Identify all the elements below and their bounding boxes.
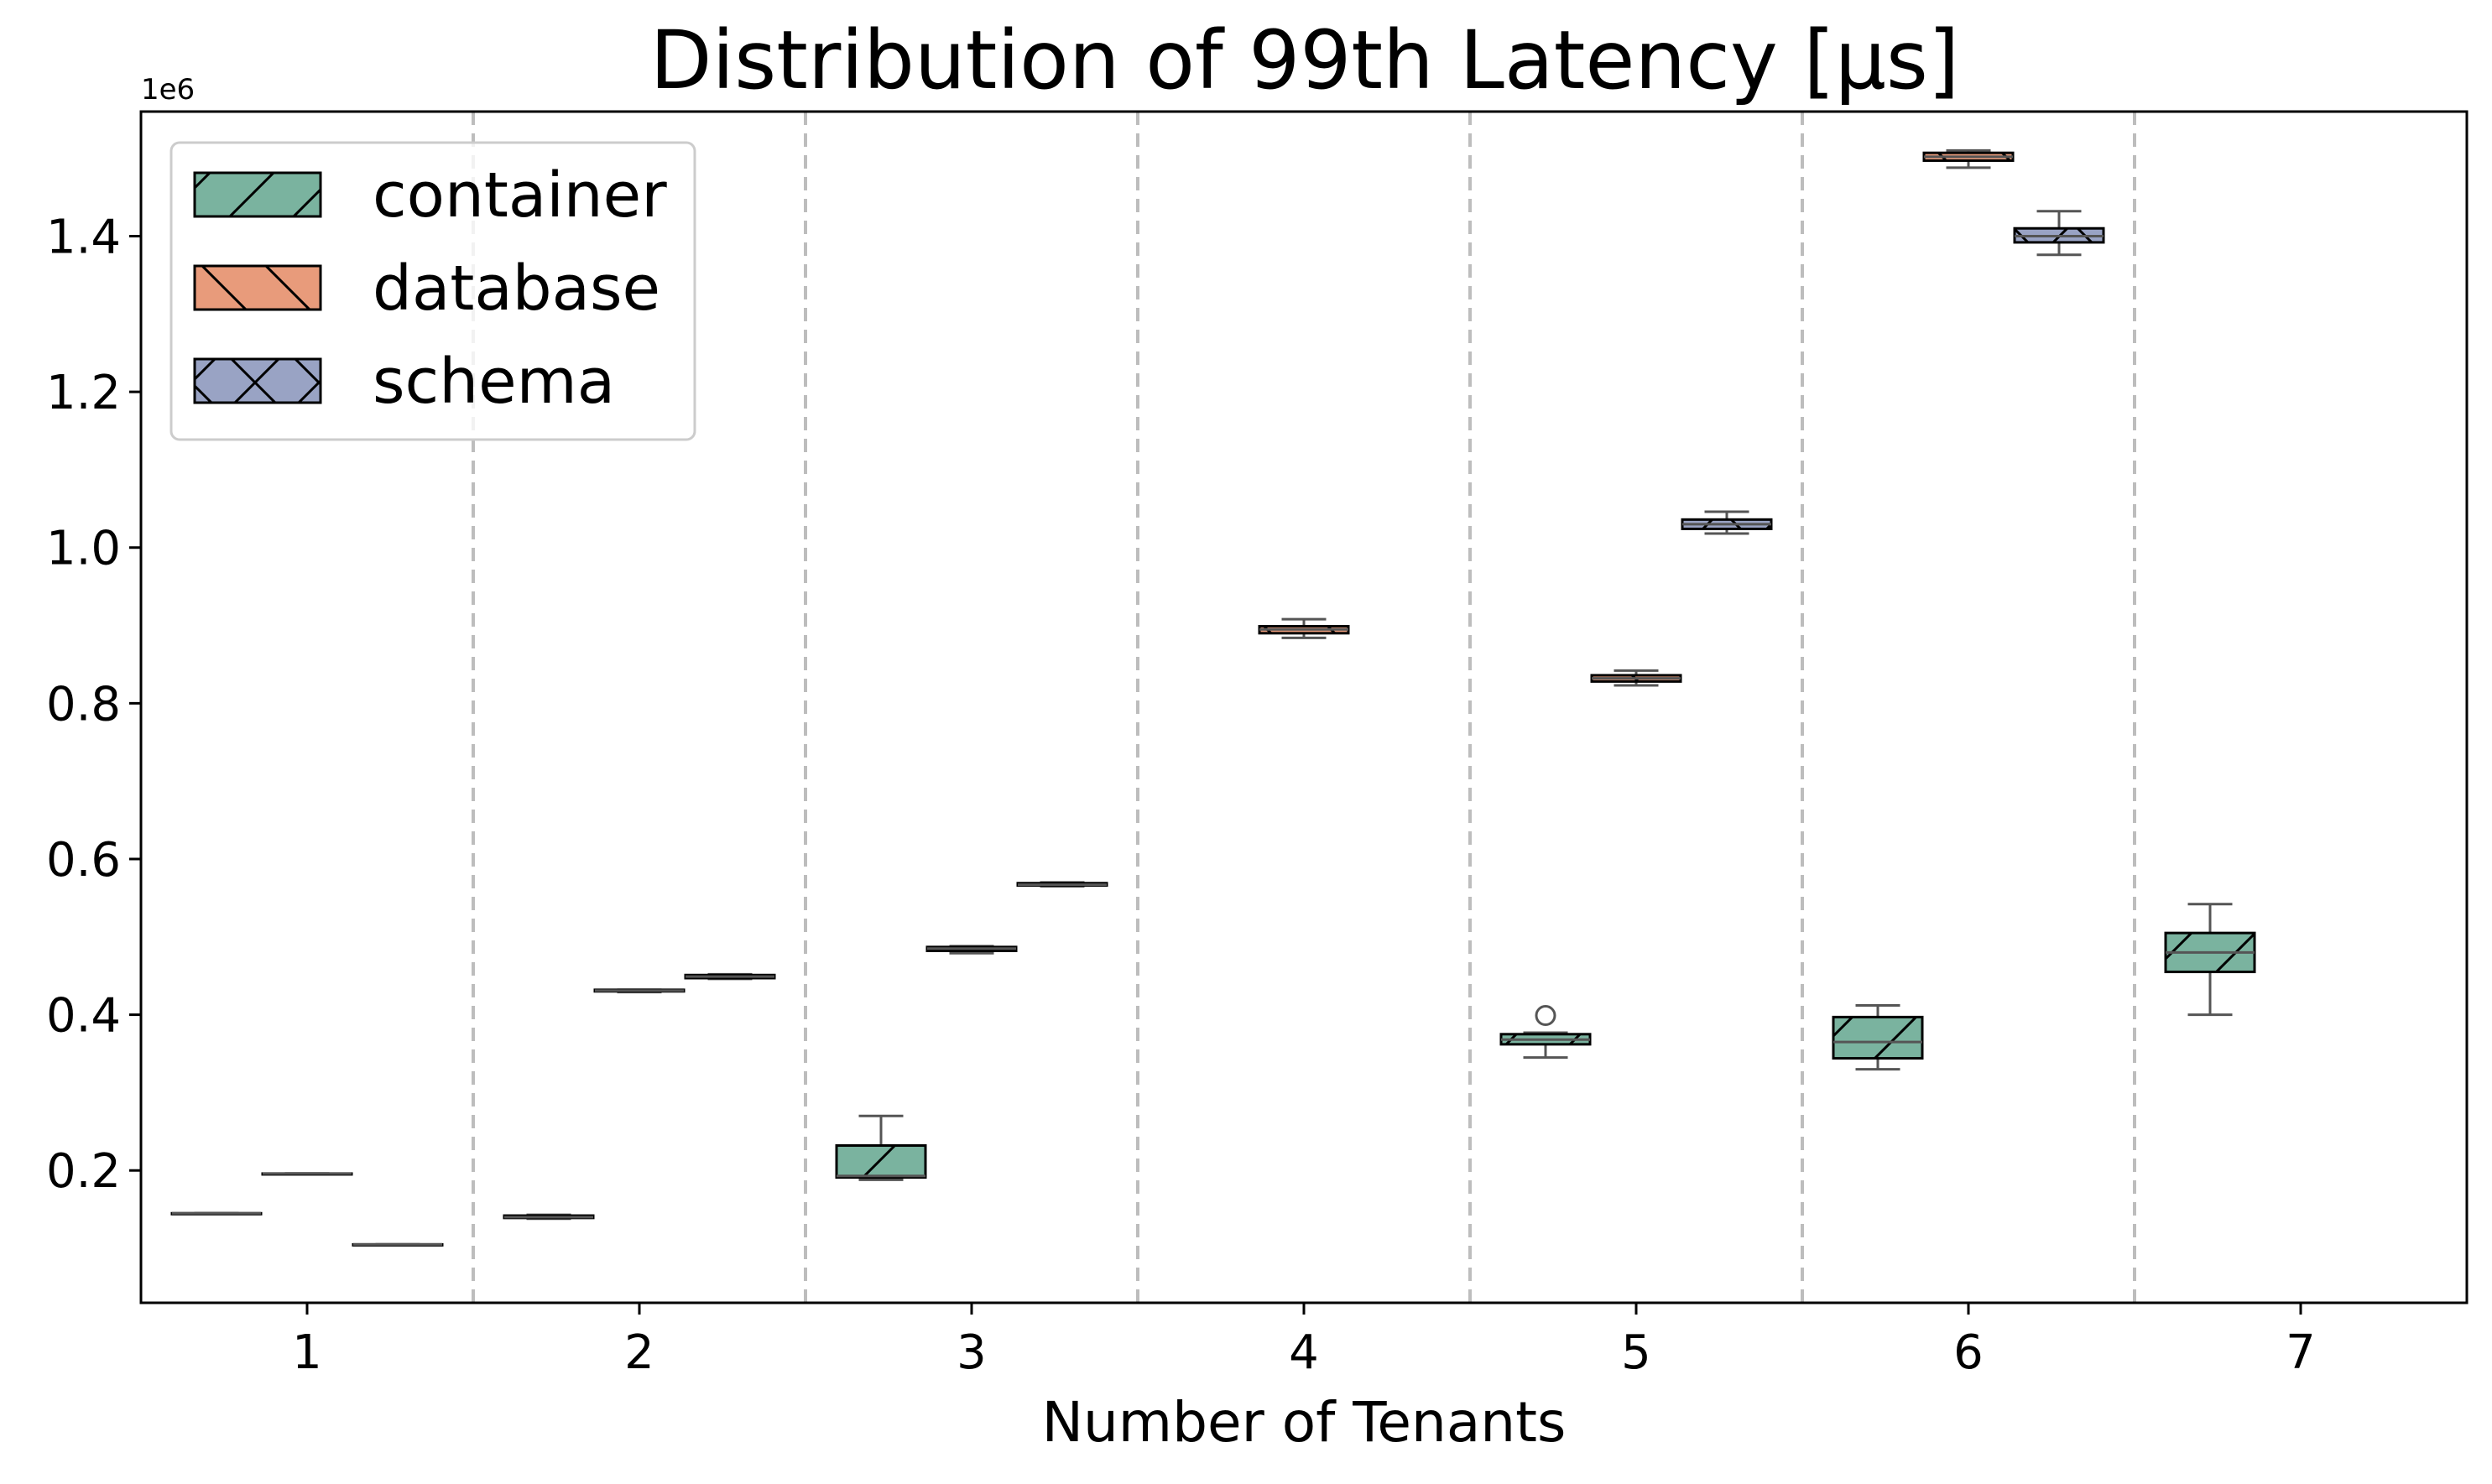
box-container-5 <box>1499 1005 1592 1060</box>
y-tick-label: 0.2 <box>46 1144 121 1199</box>
y-tick-label: 1.2 <box>46 366 121 420</box>
box-database-6 <box>1922 148 2015 169</box>
y-tick-label: 0.8 <box>46 677 121 732</box>
box-container-2 <box>503 1213 595 1221</box>
y-offset-label: 1e6 <box>141 73 195 107</box>
x-tick-label: 1 <box>292 1325 322 1380</box>
box-database-4 <box>1258 617 1350 639</box>
box-schema-6 <box>2013 210 2105 257</box>
x-tick-label: 6 <box>1953 1325 1984 1380</box>
legend-label: schema <box>373 346 615 418</box>
legend-item-database: database <box>193 253 660 325</box>
box-container-3 <box>835 1114 927 1181</box>
x-tick-label: 4 <box>1289 1325 1319 1380</box>
box-body <box>835 1144 927 1179</box>
x-tick-label: 5 <box>1621 1325 1651 1380</box>
legend-swatch <box>193 357 322 404</box>
box-database-2 <box>593 988 686 994</box>
legend-item-schema: schema <box>193 346 615 418</box>
box-body <box>1832 1015 1924 1060</box>
box-schema-3 <box>1016 881 1108 888</box>
x-axis: 1 2 3 4 5 6 7 <box>292 1303 2316 1380</box>
box-plots <box>170 148 2256 1247</box>
y-tick-label: 0.6 <box>46 833 121 888</box>
box-container-7 <box>2164 903 2256 1017</box>
x-tick-label: 3 <box>957 1325 987 1380</box>
legend-label: database <box>373 253 660 325</box>
group-separators <box>472 112 2136 1303</box>
y-axis: 0.2 0.4 0.6 0.8 1.0 1.2 1.4 <box>46 210 141 1199</box>
box-container-1 <box>170 1211 263 1216</box>
y-tick-label: 1.0 <box>46 522 121 576</box>
y-tick-label: 0.4 <box>46 989 121 1044</box>
legend-item-container: container <box>193 159 667 232</box>
legend-swatch <box>193 264 322 311</box>
box-schema-2 <box>684 972 776 981</box>
chart-title: Distribution of 99th Latency [μs] <box>650 13 1960 107</box>
box-container-6 <box>1832 1003 1924 1071</box>
legend-label: container <box>373 159 667 232</box>
box-database-5 <box>1590 669 1682 687</box>
x-tick-label: 2 <box>624 1325 654 1380</box>
box-database-3 <box>925 945 1018 955</box>
legend-swatch <box>193 171 322 218</box>
legend: container database schema <box>169 141 696 441</box>
box-schema-1 <box>352 1242 444 1247</box>
y-tick-label: 1.4 <box>46 210 121 264</box>
outlier-point <box>1535 1005 1556 1027</box>
box-schema-5 <box>1681 510 1773 535</box>
x-tick-label: 7 <box>2286 1325 2316 1380</box>
x-axis-label: Number of Tenants <box>1042 1390 1567 1455</box>
